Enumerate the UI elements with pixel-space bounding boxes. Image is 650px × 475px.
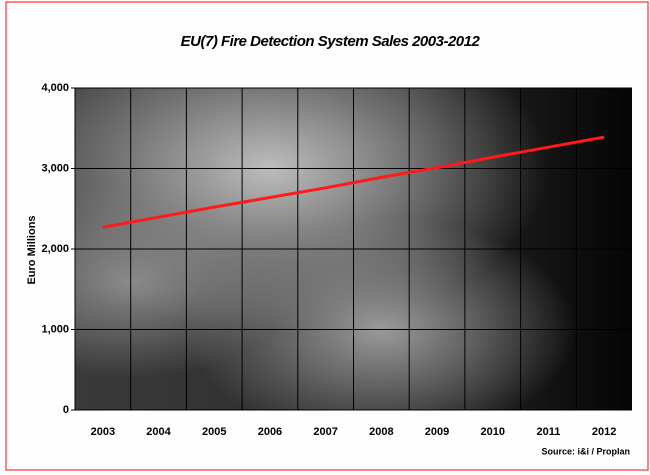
x-tick-label: 2009 [425, 426, 449, 438]
x-tick-label: 2006 [258, 426, 282, 438]
y-tick-label: 2,000 [41, 243, 69, 255]
y-tick-label: 0 [63, 404, 69, 416]
y-tick-label: 4,000 [41, 82, 69, 94]
x-tick-label: 2008 [369, 426, 393, 438]
source: Source: i&i / Proplan [541, 446, 630, 456]
chart-title: EU(7) Fire Detection System Sales 2003-2… [181, 33, 481, 50]
x-tick-label: 2003 [91, 426, 115, 438]
y-tick-label: 1,000 [41, 323, 69, 335]
y-tick-label: 3,000 [41, 162, 69, 174]
x-tick-label: 2004 [146, 426, 171, 438]
x-tick-label: 2012 [592, 426, 616, 438]
x-tick-label: 2011 [537, 426, 561, 438]
x-tick-label: 2010 [481, 426, 505, 438]
x-tick-label: 2007 [313, 426, 337, 438]
line-series [102, 135, 605, 229]
y-axis-label: Euro Millions [26, 215, 38, 284]
x-tick-label: 2005 [202, 426, 226, 438]
